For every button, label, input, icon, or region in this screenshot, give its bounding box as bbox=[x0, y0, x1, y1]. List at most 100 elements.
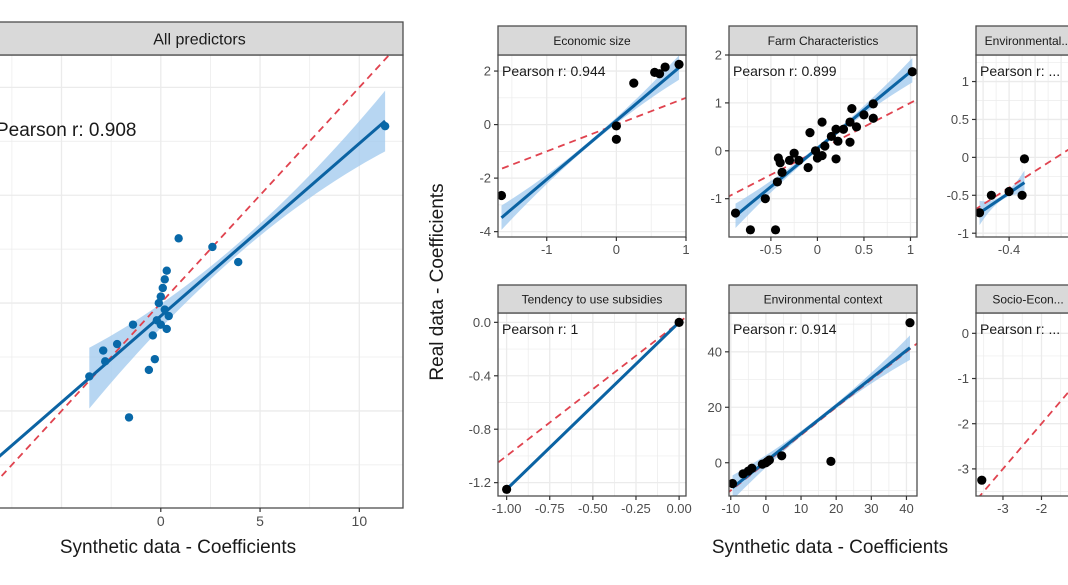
facet-strip bbox=[728, 25, 918, 56]
x-tick-label: -0.50 bbox=[578, 501, 608, 516]
y-tick-label: -0.4 bbox=[469, 368, 491, 383]
data-point bbox=[977, 475, 987, 485]
facet-strip bbox=[497, 25, 687, 56]
x-tick-label: 0 bbox=[814, 242, 821, 257]
x-tick-label: 0 bbox=[157, 513, 165, 529]
y-tick-label: 2 bbox=[715, 48, 722, 63]
x-tick-label: -3 bbox=[997, 501, 1009, 516]
y-tick-label: 0 bbox=[715, 143, 722, 158]
pearson-annotation: Pearson r: ... bbox=[980, 321, 1060, 337]
data-point bbox=[777, 167, 787, 177]
data-point bbox=[747, 463, 757, 473]
data-point bbox=[770, 225, 781, 235]
y-tick-label: -1 bbox=[957, 371, 969, 386]
right-x-axis-label: Synthetic data - Coefficients bbox=[712, 537, 948, 558]
data-point bbox=[745, 225, 756, 235]
data-point bbox=[986, 190, 996, 200]
y-tick-label: 2 bbox=[484, 64, 491, 79]
data-point bbox=[674, 317, 684, 327]
x-tick-label: 1 bbox=[682, 242, 689, 257]
panel-5: Environmental context Pearson r: 0.914 -10… bbox=[708, 284, 918, 516]
x-tick-label: -1.00 bbox=[492, 501, 522, 516]
facet-strip bbox=[497, 284, 687, 314]
data-point bbox=[760, 194, 770, 204]
y-tick-label: -2 bbox=[479, 171, 491, 186]
data-point bbox=[868, 99, 878, 109]
data-point bbox=[820, 141, 830, 151]
regression-line bbox=[500, 66, 681, 219]
data-point bbox=[611, 134, 621, 144]
y-tick-label: -4 bbox=[479, 224, 491, 239]
data-point bbox=[99, 346, 108, 355]
data-point bbox=[831, 154, 841, 164]
pearson-annotation: Pearson r: 1 bbox=[502, 321, 578, 337]
x-tick-label: 40 bbox=[899, 501, 913, 516]
data-point bbox=[847, 104, 857, 114]
data-point bbox=[654, 69, 665, 79]
data-point bbox=[845, 137, 855, 147]
x-tick-label: -1 bbox=[541, 242, 553, 257]
x-tick-label: 10 bbox=[352, 513, 368, 529]
data-point bbox=[1004, 186, 1014, 197]
x-tick-label: 1 bbox=[907, 242, 914, 257]
y-tick-label: 0 bbox=[962, 326, 969, 341]
data-point bbox=[810, 146, 821, 156]
data-point bbox=[772, 177, 782, 187]
pearson-annotation: Pearson r: 0.899 bbox=[733, 63, 837, 79]
data-point bbox=[805, 127, 815, 138]
regression-line bbox=[0, 119, 387, 458]
regression-line bbox=[978, 181, 1026, 215]
data-point bbox=[174, 234, 183, 243]
data-point bbox=[851, 122, 862, 132]
x-tick-label: 0 bbox=[762, 501, 769, 516]
x-tick-label: 0.00 bbox=[666, 501, 691, 516]
x-tick-label: 30 bbox=[864, 501, 878, 516]
y-tick-label: 1 bbox=[962, 74, 969, 89]
facet-title: Environmental... bbox=[985, 34, 1068, 48]
data-point bbox=[160, 275, 169, 284]
y-tick-label: 0 bbox=[962, 150, 969, 165]
facet-strip bbox=[0, 21, 404, 56]
y-tick-label: 40 bbox=[708, 344, 722, 359]
pearson-annotation: Pearson r: ... bbox=[980, 63, 1060, 79]
data-point bbox=[730, 208, 741, 218]
x-tick-label: 0 bbox=[613, 242, 620, 257]
data-point bbox=[154, 298, 163, 308]
y-tick-label: 0 bbox=[715, 455, 722, 470]
x-tick-label: -0.25 bbox=[621, 501, 651, 516]
data-point bbox=[162, 324, 171, 334]
data-point bbox=[976, 208, 985, 218]
y-tick-label: 0.0 bbox=[473, 315, 491, 330]
y-tick-label: -3 bbox=[957, 461, 969, 476]
y-tick-label: -2 bbox=[957, 416, 969, 431]
data-point bbox=[775, 158, 785, 168]
y-tick-label: -0.8 bbox=[469, 422, 491, 437]
data-point bbox=[85, 372, 94, 381]
data-point bbox=[629, 78, 639, 88]
data-point bbox=[826, 456, 836, 466]
data-point bbox=[156, 320, 165, 329]
facet-strip bbox=[975, 25, 1068, 56]
data-point bbox=[1017, 190, 1027, 200]
data-point bbox=[817, 150, 827, 161]
x-tick-label: -10 bbox=[721, 501, 740, 516]
data-point bbox=[234, 257, 243, 267]
data-point bbox=[777, 451, 787, 461]
data-point bbox=[160, 305, 169, 314]
facet-strip bbox=[728, 284, 918, 314]
data-point bbox=[148, 331, 158, 340]
x-tick-label: 0.5 bbox=[855, 242, 873, 257]
data-point bbox=[729, 478, 738, 489]
y-tick-label: -1 bbox=[957, 226, 969, 241]
x-tick-label: -2 bbox=[1036, 501, 1048, 516]
